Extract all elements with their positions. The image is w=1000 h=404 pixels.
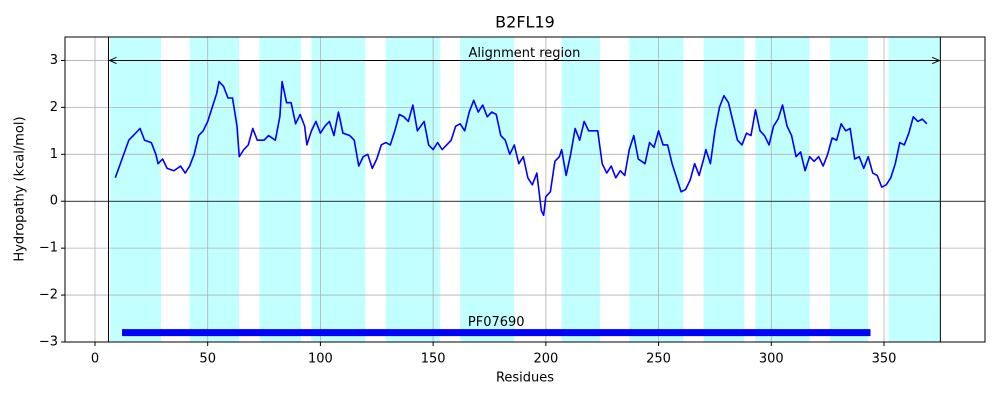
shaded-region: [259, 37, 302, 342]
shaded-region: [311, 37, 366, 342]
chart-title: B2FL19: [495, 13, 555, 32]
shaded-region: [755, 37, 810, 342]
domain-label: PF07690: [468, 315, 525, 330]
shaded-region: [703, 37, 745, 342]
x-tick-label: 300: [759, 352, 784, 367]
y-tick-label: −3: [39, 335, 58, 350]
y-tick-label: 3: [50, 53, 58, 68]
shaded-region: [189, 37, 240, 342]
y-axis-label: Hydropathy (kcal/mol): [13, 116, 28, 261]
x-tick-label: 50: [199, 352, 216, 367]
annotation: Alignment region: [469, 46, 581, 61]
x-axis-label: Residues: [496, 371, 554, 386]
domain-bar: [122, 329, 871, 337]
shaded-region: [888, 37, 941, 342]
x-tick-label: 200: [533, 352, 558, 367]
x-tick-label: 150: [421, 352, 446, 367]
shaded-region: [561, 37, 600, 342]
shaded-region: [110, 37, 162, 342]
y-tick-label: 1: [50, 147, 58, 162]
hydropathy-line: [114, 80, 928, 217]
x-tick-label: 350: [872, 352, 897, 367]
plot-frame: [64, 36, 986, 343]
shaded-region: [829, 37, 869, 342]
shaded-region: [629, 37, 684, 342]
y-tick-label: −1: [39, 241, 58, 256]
x-tick-label: 100: [308, 352, 333, 367]
x-tick-label: 250: [646, 352, 671, 367]
x-tick-label: 0: [91, 352, 99, 367]
y-tick-label: −2: [39, 288, 58, 303]
shaded-region: [460, 37, 515, 342]
y-tick-label: 2: [50, 100, 58, 115]
y-tick-label: 0: [50, 194, 58, 209]
shaded-region: [385, 37, 440, 342]
